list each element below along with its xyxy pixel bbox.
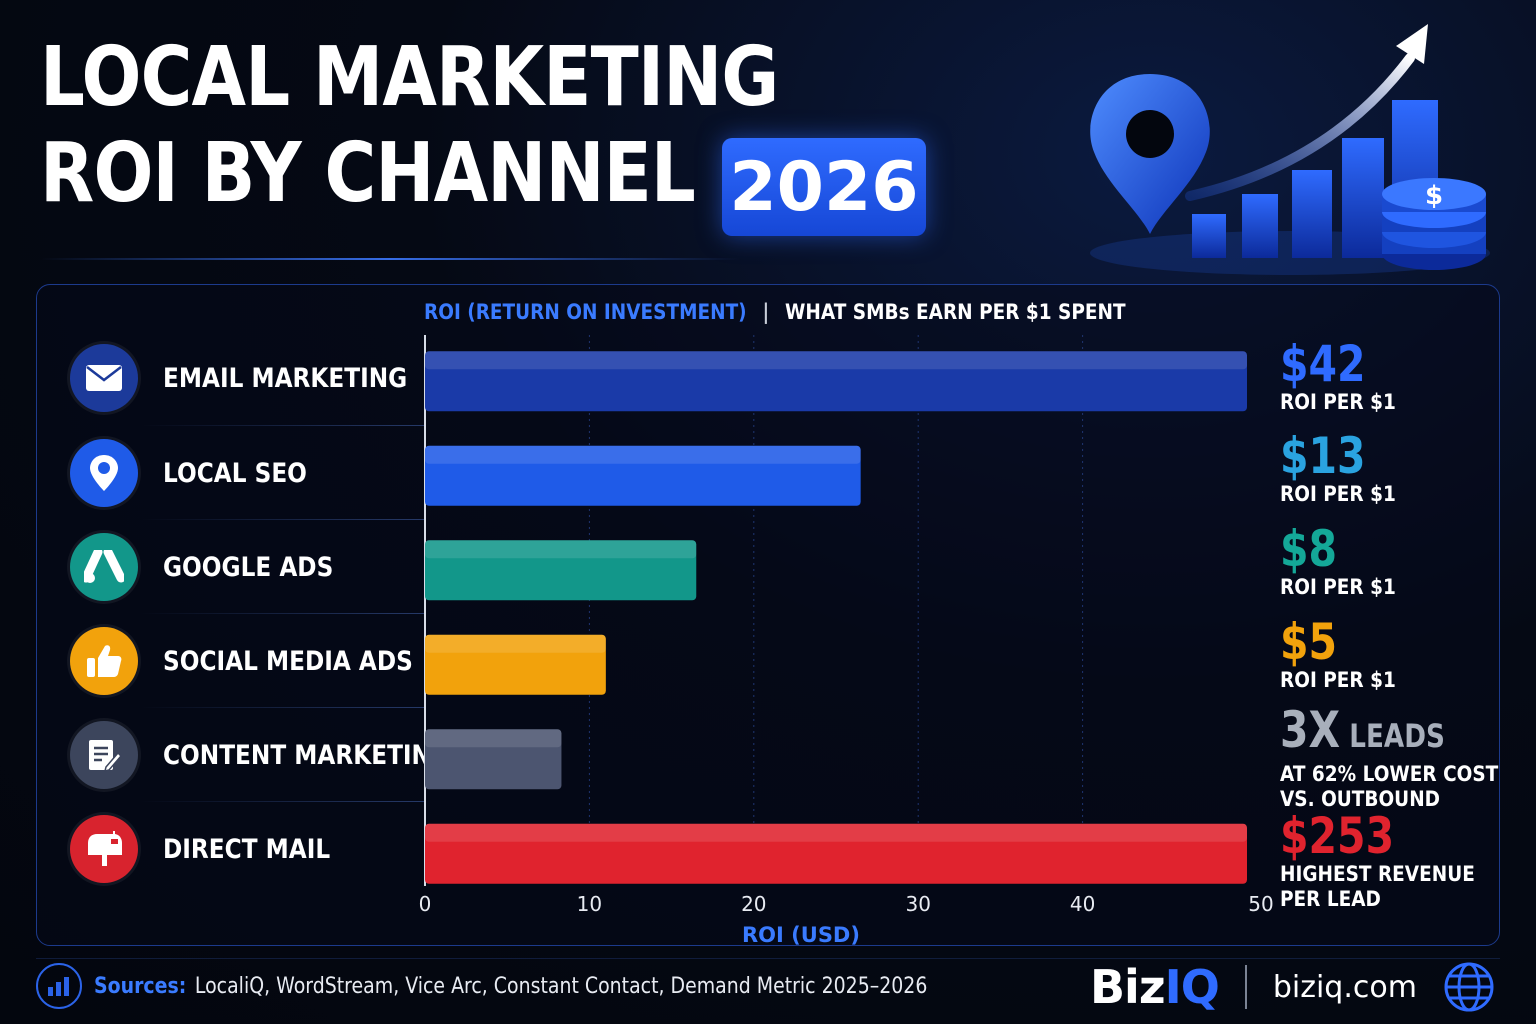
value-caption: HIGHEST REVENUE: [1280, 862, 1475, 886]
bar-highlight: [425, 634, 606, 653]
category-row-email: EMAIL MARKETING: [70, 331, 425, 425]
title-line-2: ROI BY CHANNEL: [40, 126, 696, 221]
bar-google-ads: [425, 540, 697, 601]
subtitle-earn: WHAT SMBs EARN PER $1 SPENT: [785, 300, 1126, 324]
x-tick-label: 10: [577, 892, 602, 916]
value-caption: ROI PER $1: [1280, 575, 1396, 599]
value-figure: $5: [1280, 613, 1338, 671]
sources-label: Sources:: [94, 973, 187, 999]
category-row-social: SOCIAL MEDIA ADS: [70, 614, 425, 708]
category-row-google-ads: GOOGLE ADS: [70, 520, 425, 614]
biziq-logo: BizIQ: [1090, 960, 1220, 1014]
x-tick-label: 20: [741, 892, 766, 916]
coin-stack-icon: $: [1382, 178, 1486, 270]
category-row-direct-mail: DIRECT MAIL: [70, 802, 425, 896]
value-caption: ROI PER $1: [1280, 390, 1396, 414]
subtitle-separator: |: [762, 300, 770, 324]
value-figure: $253: [1280, 807, 1395, 865]
value-caption: VS. OUTBOUND: [1280, 787, 1440, 811]
value-figure: 3X LEADS: [1280, 701, 1445, 759]
value-caption: AT 62% LOWER COST: [1280, 762, 1499, 786]
document-edit-icon: [70, 721, 138, 789]
x-tick-label: 50: [1248, 892, 1273, 916]
bar-highlight: [425, 729, 562, 748]
website-link[interactable]: biziq.com: [1272, 969, 1417, 1005]
row-divider: [140, 801, 425, 802]
category-label: CONTENT MARKETING: [163, 739, 451, 771]
value-caption: PER LEAD: [1280, 887, 1381, 911]
thumbs-up-icon: [70, 627, 138, 695]
bar-highlight: [425, 445, 861, 464]
x-axis-label: ROI (USD): [742, 923, 860, 947]
category-label: LOCAL SEO: [163, 457, 307, 489]
row-divider: [140, 707, 425, 708]
category-label: DIRECT MAIL: [163, 833, 331, 865]
x-tick-label: 30: [905, 892, 930, 916]
value-figure: $8: [1280, 520, 1338, 578]
bar-chart-icon: [36, 963, 82, 1009]
footer-divider: [36, 958, 1500, 959]
value-figure: $42: [1280, 335, 1366, 393]
brand-block: BizIQ biziq.com: [1090, 958, 1495, 1016]
subtitle-roi: ROI (RETURN ON INVESTMENT): [424, 300, 747, 324]
value-label: 3X LEADS AT 62% LOWER COST VS. OUTBOUND: [1280, 704, 1528, 812]
bar-email-marketing: [425, 351, 1247, 412]
row-divider: [140, 519, 425, 520]
growth-illustration: $: [1090, 24, 1490, 275]
chart-subtitle: ROI (RETURN ON INVESTMENT) | WHAT SMBs E…: [424, 298, 1126, 326]
category-label: SOCIAL MEDIA ADS: [163, 645, 413, 677]
row-divider: [140, 425, 425, 426]
page-title: LOCAL MARKETING ROI BY CHANNEL: [40, 30, 779, 222]
title-underline: [40, 258, 740, 260]
value-figure: $13: [1280, 427, 1366, 485]
bar-content-marketing: [425, 729, 562, 790]
value-caption: ROI PER $1: [1280, 668, 1396, 692]
x-tick-label: 0: [419, 892, 432, 916]
category-row-content: CONTENT MARKETING: [70, 708, 450, 802]
x-tick-label: 40: [1070, 892, 1095, 916]
sources-list: LocaliQ, WordStream, Vice Arc, Constant …: [194, 973, 928, 999]
sources-note: Sources: LocaliQ, WordStream, Vice Arc, …: [36, 962, 1063, 1010]
category-row-seo: LOCAL SEO: [70, 426, 425, 520]
row-divider: [140, 613, 425, 614]
growth-arrow-icon: [1185, 53, 1415, 201]
bar-highlight: [425, 351, 1247, 370]
category-label: GOOGLE ADS: [163, 551, 334, 583]
svg-text:$: $: [1425, 181, 1443, 211]
category-label: EMAIL MARKETING: [163, 362, 408, 394]
value-label: $13 ROI PER $1: [1280, 430, 1412, 507]
value-label: $253 HIGHEST REVENUE PER LEAD: [1280, 810, 1501, 912]
map-pin-icon: [70, 439, 138, 507]
google-ads-icon: [70, 533, 138, 601]
year-badge: 2026: [722, 138, 926, 236]
brand-separator: [1244, 965, 1247, 1009]
bar-direct-mail: [425, 823, 1247, 884]
bar-highlight: [425, 540, 697, 559]
value-figure-suffix: LEADS: [1340, 717, 1445, 755]
bar-local-seo: [425, 445, 861, 506]
bar-highlight: [425, 823, 1247, 842]
map-pin-large-icon: [1090, 74, 1210, 234]
value-label: $8 ROI PER $1: [1280, 523, 1412, 600]
value-label: $42 ROI PER $1: [1280, 338, 1412, 415]
mailbox-icon: [70, 815, 138, 883]
bar-social-media-ads: [425, 634, 606, 695]
value-caption: ROI PER $1: [1280, 482, 1396, 506]
envelope-icon: [70, 344, 138, 412]
title-line-1: LOCAL MARKETING: [40, 30, 779, 125]
value-label: $5 ROI PER $1: [1280, 616, 1412, 693]
globe-icon: [1444, 962, 1494, 1012]
